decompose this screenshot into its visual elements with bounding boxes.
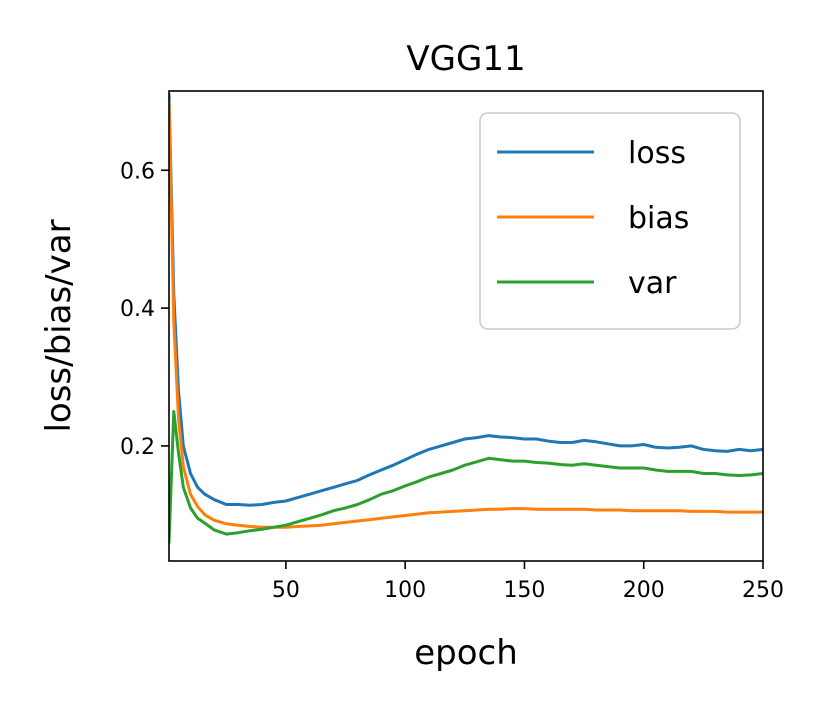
x-tick-label: 100 xyxy=(384,578,426,603)
series-line-bias xyxy=(169,99,763,529)
y-axis-label: loss/bias/var xyxy=(39,219,79,432)
series-layer xyxy=(169,92,763,544)
x-tick-label: 50 xyxy=(272,578,300,603)
x-tick-label: 250 xyxy=(742,578,784,603)
legend: loss bias var xyxy=(479,112,741,330)
series-line-loss xyxy=(169,92,763,507)
x-axis-label: epoch xyxy=(414,633,518,673)
legend-box xyxy=(479,112,741,330)
y-tick-label: 0.2 xyxy=(120,435,155,460)
plot-area-frame xyxy=(168,90,764,562)
x-tick-label: 150 xyxy=(503,578,545,603)
y-tick-label: 0.4 xyxy=(120,297,155,322)
legend-label-loss: loss xyxy=(628,136,686,171)
y-axis: 0.2 0.4 0.6 xyxy=(120,159,169,460)
y-tick-label: 0.6 xyxy=(120,159,155,184)
legend-label-var: var xyxy=(628,266,677,301)
chart-title: VGG11 xyxy=(406,39,525,79)
series-line-var xyxy=(169,410,763,544)
x-axis: 50 100 150 200 250 xyxy=(272,561,784,603)
legend-label-bias: bias xyxy=(628,201,689,236)
x-tick-label: 200 xyxy=(623,578,665,603)
